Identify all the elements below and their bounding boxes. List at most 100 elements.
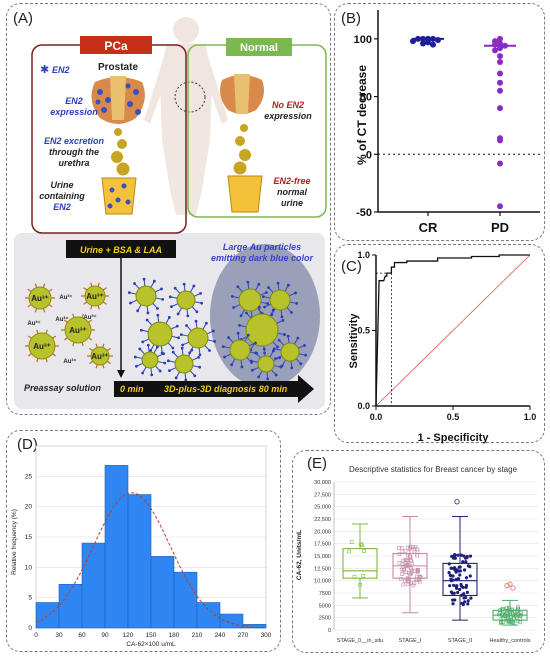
panel-b-dot <box>497 53 503 60</box>
panel-e-point <box>451 556 456 560</box>
panel-d-xtick-label: 30 <box>55 632 63 639</box>
panel-e-point <box>397 552 402 557</box>
panel-b-dot <box>497 105 503 112</box>
panel-e-point <box>408 554 413 559</box>
au-nanoparticle <box>249 347 283 381</box>
panel-e-point <box>415 553 419 558</box>
panel-e-point <box>453 567 457 572</box>
panel-e-point <box>519 612 523 617</box>
svg-text:Au³⁺: Au³⁺ <box>91 352 109 361</box>
svg-text:Au³⁺: Au³⁺ <box>86 292 104 301</box>
panel-e-point <box>463 568 467 572</box>
panel-e-point <box>403 578 407 583</box>
panel-e-outlier <box>510 585 516 591</box>
panel-e-point <box>456 590 460 595</box>
timeline-end: 80 min <box>259 384 288 394</box>
panel-e-point <box>417 577 421 582</box>
svg-text:Au³⁺: Au³⁺ <box>59 294 72 301</box>
panel-e-category-label: STAGE_II <box>448 638 473 644</box>
urine-bsa-box <box>66 240 176 258</box>
panel-e-point <box>452 583 456 587</box>
timeline-mid: 3D-plus-3D diagnosis <box>164 384 256 394</box>
panel-d-xtick-label: 210 <box>192 632 203 639</box>
au-ion-particle: Au³⁺ <box>83 314 96 321</box>
panel-d-xtick-label: 150 <box>146 632 157 639</box>
panel-e-ytick-label: 30,000 <box>314 480 331 486</box>
panel-e-point <box>463 600 467 604</box>
panel-e-point <box>409 569 414 574</box>
en2-legend-icon: ✱ <box>40 64 49 76</box>
en2-expression-line2: expression <box>50 107 98 117</box>
urine-containing-line3: EN2 <box>53 202 71 212</box>
panel-e-point <box>397 546 401 550</box>
panel-e-point <box>468 574 472 578</box>
large-au-line2: emitting dark blue color <box>211 253 314 263</box>
panel-e-point <box>509 619 513 624</box>
panel-e-ytick-label: 22,500 <box>314 517 331 523</box>
panel-e-point <box>451 578 455 582</box>
panel-e-point <box>448 573 452 578</box>
panel-e-point <box>447 562 451 566</box>
panel-e-ytick-label: 5000 <box>319 603 331 609</box>
au-nanoparticle <box>230 280 270 320</box>
panel-b-tag: (B) <box>341 10 361 27</box>
urine-containing-line1: Urine <box>50 180 73 190</box>
panel-c-roc-curve <box>375 254 530 407</box>
timeline-arrow <box>114 375 314 403</box>
panel-e-point <box>403 548 408 553</box>
panel-e-point <box>461 585 465 589</box>
svg-text:Au³⁺: Au³⁺ <box>55 316 68 323</box>
panel-e-point <box>503 613 507 617</box>
panel-e-point <box>408 544 413 549</box>
panel-c-xlabel: 1 - Specificity <box>418 432 490 444</box>
au-ion-particle: Au³⁺ <box>25 283 55 313</box>
panel-e-point <box>453 553 457 557</box>
panel-e-point <box>404 558 409 562</box>
panel-e-point <box>362 549 366 553</box>
panel-e-category-label: STAGE_0__in_situ <box>337 638 383 644</box>
panel-e-point <box>413 577 418 582</box>
au-nanoparticle <box>272 334 308 370</box>
panel-d-ytick-label: 15 <box>25 534 33 541</box>
panel-e-point <box>507 605 511 610</box>
panel-d-xtick-label: 90 <box>101 632 109 639</box>
panel-e-point <box>454 570 458 574</box>
panel-e-point <box>510 620 514 624</box>
panel-e-point <box>401 582 406 587</box>
au-nanoparticle <box>139 313 181 355</box>
panel-a <box>6 3 331 415</box>
panel-e-point <box>358 583 362 587</box>
panel-e-ytick-label: 2500 <box>319 616 331 622</box>
panel-e-point <box>458 573 462 577</box>
panel-b-dot <box>420 40 426 47</box>
panel-d-bar <box>173 571 198 629</box>
panel-e-point <box>407 554 412 559</box>
panel-e-point <box>510 608 514 613</box>
panel-e-point <box>398 577 403 581</box>
pca-prostate-organ <box>91 76 145 124</box>
down-arrow-head <box>117 370 125 378</box>
panel-d-xtick-label: 120 <box>123 632 134 639</box>
panel-d-ytick-label: 10 <box>25 564 33 571</box>
gray-backdrop <box>14 233 325 409</box>
panel-b-ytick-label: 0 <box>366 149 372 161</box>
panel-e-point <box>505 609 509 613</box>
panel-b-category-label: PD <box>491 220 509 235</box>
panel-c-ytick-label: 0.5 <box>357 326 370 336</box>
panel-e-ylabel: CA-62, Units/mL <box>296 530 303 580</box>
au-ion-particle: Au³⁺ <box>59 294 72 301</box>
panel-e-ytick-label: 20,000 <box>314 529 331 535</box>
panel-b-ytick-label: 50 <box>360 92 372 104</box>
en2-legend-label: EN2 <box>52 65 70 75</box>
panel-e-point <box>508 612 512 617</box>
pca-label: PCa <box>104 39 128 53</box>
excretion-line1: EN2 excretion <box>44 136 105 146</box>
preassay-particles: Au³⁺ Au³⁺Au³⁺Au³⁺Au³⁺Au³⁺Au³⁺Au³⁺Au³⁺Au³⁺ <box>25 282 113 369</box>
no-en2-line1: No EN2 <box>272 100 304 110</box>
panel-e-point <box>416 568 420 573</box>
panel-c-xtick-label: 0.5 <box>447 412 460 422</box>
panel-e-point <box>498 611 502 615</box>
au-ion-particle: Au³⁺ <box>27 320 40 327</box>
